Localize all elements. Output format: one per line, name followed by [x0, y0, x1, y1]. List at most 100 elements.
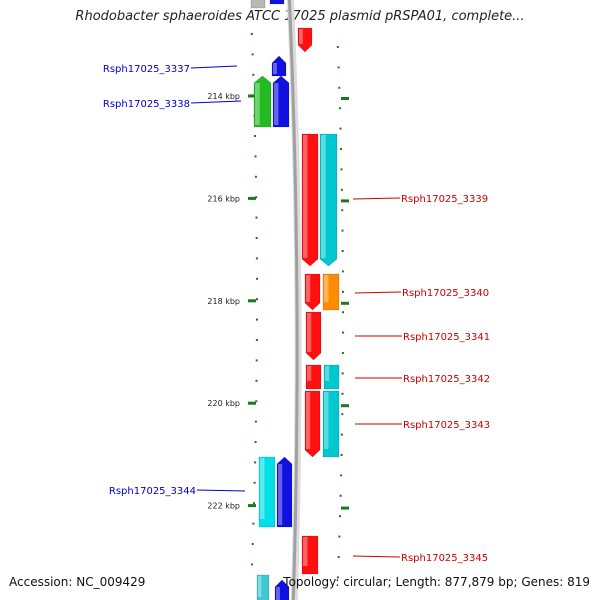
minor-tick-left	[255, 257, 258, 260]
minor-tick-right	[338, 535, 341, 538]
gene-leader-line	[196, 489, 246, 492]
gene-label-rsph17025-3345[interactable]: Rsph17025_3345	[401, 553, 488, 564]
major-tick-left	[248, 504, 256, 508]
minor-tick-left	[254, 135, 256, 137]
gene-arrow[interactable]	[304, 273, 321, 311]
minor-tick-left	[255, 196, 258, 199]
map-title: Rhodobacter sphaeroides ATCC 17025 plasm…	[75, 9, 525, 24]
gene-arrow[interactable]	[301, 535, 319, 575]
gene-arrow[interactable]	[323, 364, 340, 390]
major-tick-left	[248, 94, 256, 98]
gene-label-rsph17025-3340[interactable]: Rsph17025_3340	[402, 288, 489, 299]
gene-arrow-highlight	[324, 275, 329, 302]
gene-arrow[interactable]	[256, 574, 270, 600]
major-tick-right	[341, 506, 349, 510]
gene-arrow-highlight	[303, 135, 308, 258]
minor-tick-left	[255, 237, 258, 239]
minor-tick-left	[254, 155, 257, 158]
minor-tick-right	[342, 311, 344, 314]
scale-tick-label: 216 kbp	[207, 194, 240, 203]
minor-tick-right	[341, 352, 344, 354]
gene-leader-line	[190, 65, 238, 69]
backbone-arc	[287, 0, 299, 600]
gene-leader-line	[352, 555, 401, 558]
major-tick-right	[341, 404, 349, 408]
gene-arrow[interactable]	[269, 0, 285, 5]
accession-text: Accession: NC_009429	[9, 575, 146, 589]
gene-label-rsph17025-3341[interactable]: Rsph17025_3341	[403, 332, 490, 343]
minor-tick-left	[254, 175, 257, 178]
minor-tick-right	[336, 576, 339, 579]
gene-arrow[interactable]	[271, 55, 287, 77]
gene-label-rsph17025-3343[interactable]: Rsph17025_3343	[403, 420, 490, 431]
gene-arrow[interactable]	[322, 390, 340, 458]
minor-tick-left	[253, 502, 255, 505]
minor-tick-right	[339, 515, 341, 518]
gene-arrow-highlight	[276, 587, 280, 600]
minor-tick-left	[250, 563, 253, 566]
gene-arrow[interactable]	[250, 0, 266, 9]
scale-tick-label: 218 kbp	[207, 297, 240, 306]
minor-tick-left	[255, 359, 258, 362]
gene-arrow[interactable]	[274, 579, 290, 600]
gene-arrow[interactable]	[305, 364, 322, 390]
gene-arrow[interactable]	[297, 27, 313, 53]
gene-arrow[interactable]	[305, 311, 322, 361]
gene-arrow-highlight	[324, 392, 329, 449]
minor-tick-right	[340, 148, 342, 150]
gene-label-rsph17025-3339[interactable]: Rsph17025_3339	[401, 194, 488, 205]
major-tick-left	[248, 196, 256, 200]
major-tick-right	[341, 301, 349, 305]
gene-arrow-highlight	[260, 458, 265, 519]
minor-tick-left	[255, 400, 258, 403]
minor-tick-right	[339, 127, 342, 130]
minor-tick-right	[340, 433, 343, 436]
minor-tick-left	[256, 318, 258, 321]
gene-arrow-highlight	[306, 392, 311, 449]
gene-arrow[interactable]	[276, 456, 293, 528]
gene-arrow-highlight	[307, 366, 312, 381]
gene-leader-line	[354, 291, 402, 294]
gene-arrow-highlight	[278, 464, 283, 525]
gene-arrow[interactable]	[322, 273, 340, 311]
gene-arrow[interactable]	[272, 75, 290, 128]
minor-tick-right	[341, 270, 344, 273]
gene-arrow[interactable]	[304, 390, 321, 458]
gene-label-rsph17025-3337[interactable]: Rsph17025_3337	[103, 64, 190, 75]
gene-leader-line	[190, 100, 242, 104]
gene-arrow-highlight	[274, 83, 279, 125]
minor-tick-right	[341, 209, 344, 212]
gene-arrow[interactable]	[253, 75, 272, 128]
minor-tick-right	[342, 290, 344, 293]
gene-arrow-highlight	[306, 275, 311, 302]
gene-arrow-highlight	[258, 576, 262, 597]
gene-label-rsph17025-3344[interactable]: Rsph17025_3344	[109, 486, 196, 497]
minor-tick-left	[251, 543, 254, 545]
major-tick-right	[341, 199, 349, 203]
minor-tick-right	[342, 331, 344, 334]
minor-tick-left	[252, 522, 255, 525]
minor-tick-right	[338, 107, 341, 110]
gene-arrow-highlight	[299, 29, 303, 44]
gene-label-rsph17025-3338[interactable]: Rsph17025_3338	[103, 99, 190, 110]
gene-arrow[interactable]	[301, 133, 319, 267]
gene-arrow-highlight	[321, 135, 326, 258]
minor-tick-right	[341, 229, 344, 232]
minor-tick-left	[253, 481, 256, 484]
gene-label-rsph17025-3342[interactable]: Rsph17025_3342	[403, 374, 490, 385]
minor-tick-right	[337, 556, 340, 558]
minor-tick-left	[251, 53, 254, 56]
minor-tick-left	[252, 73, 255, 76]
minor-tick-left	[254, 461, 257, 464]
minor-tick-left	[254, 420, 257, 423]
gene-arrow-highlight	[303, 537, 308, 566]
minor-tick-right	[340, 188, 343, 191]
gene-arrow[interactable]	[319, 133, 338, 267]
topology-summary: Topology: circular; Length: 877,879 bp; …	[283, 575, 590, 589]
minor-tick-right	[341, 392, 344, 395]
scale-tick-label: 222 kbp	[207, 502, 240, 511]
gene-arrow[interactable]	[258, 456, 276, 528]
gene-arrow-highlight	[273, 63, 277, 74]
